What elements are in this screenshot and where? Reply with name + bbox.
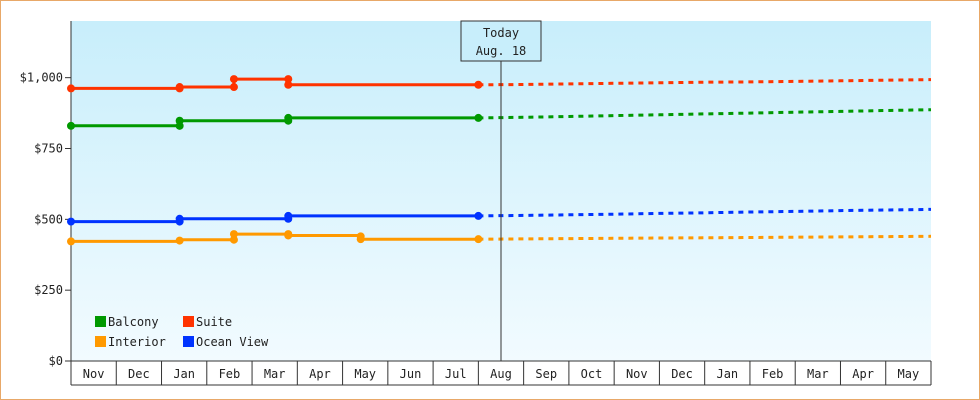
x-tick-label: Nov — [83, 367, 105, 381]
legend: Balcony Suite Interior Ocean View — [95, 315, 269, 349]
data-point-ocean-view — [67, 217, 75, 226]
x-tick-label: Apr — [309, 367, 331, 381]
y-tick-label: $1,000 — [20, 71, 63, 85]
data-point-suite — [67, 84, 75, 93]
data-point-suite — [229, 83, 238, 92]
x-tick-label: Jul — [445, 367, 467, 381]
today-box — [460, 20, 542, 62]
x-tick-label: Apr — [852, 367, 874, 381]
y-axis: $0 $250 $500 $750 $1,000 — [20, 21, 72, 368]
legend-swatch-ocean-view — [183, 336, 194, 347]
legend-swatch-interior — [95, 336, 106, 347]
x-tick-label: Aug — [490, 367, 512, 381]
y-tick-label: $250 — [34, 283, 63, 297]
data-point-balcony — [175, 116, 184, 125]
today-marker: Today Aug. 18 — [460, 20, 542, 361]
y-tick-label: $500 — [34, 212, 63, 226]
x-tick-label: Sep — [535, 367, 557, 381]
x-tick-label: May — [898, 367, 920, 381]
x-tick-label: Feb — [762, 367, 784, 381]
x-axis: Nov Dec Jan Feb Mar Apr May Jun Jul Aug Sep Oct Nov D… — [70, 360, 932, 386]
legend-swatch-balcony — [95, 316, 106, 327]
x-tick-label: Feb — [219, 367, 241, 381]
legend-label-suite: Suite — [196, 315, 232, 329]
x-tick-label: Jan — [173, 367, 195, 381]
x-tick-label: Dec — [128, 367, 150, 381]
data-point-interior — [474, 235, 483, 244]
x-tick-label: Jun — [400, 367, 422, 381]
y-tick-label: $0 — [49, 354, 63, 368]
data-point-interior — [284, 231, 293, 240]
data-point-ocean-view — [175, 214, 184, 223]
data-point-balcony — [67, 121, 75, 130]
legend-label-ocean-view: Ocean View — [196, 335, 269, 349]
series-layer — [67, 75, 932, 246]
legend-label-balcony: Balcony — [108, 315, 159, 329]
data-point-suite — [474, 80, 483, 89]
x-tick-label: Mar — [264, 367, 286, 381]
data-point-balcony — [474, 113, 483, 122]
legend-swatch-suite — [183, 316, 194, 327]
data-point-interior — [229, 235, 238, 244]
data-point-suite — [284, 80, 293, 89]
data-point-suite — [284, 75, 293, 84]
data-point-ocean-view — [474, 211, 483, 220]
x-tick-label: Dec — [671, 367, 693, 381]
x-tick-label: Nov — [626, 367, 648, 381]
legend-label-interior: Interior — [108, 335, 166, 349]
data-point-interior — [67, 237, 75, 246]
x-tick-label: May — [354, 367, 376, 381]
today-label: Today — [483, 26, 519, 40]
data-point-suite — [175, 83, 184, 92]
data-point-interior — [175, 236, 184, 245]
y-tick-label: $750 — [34, 142, 63, 156]
today-date: Aug. 18 — [476, 44, 527, 58]
data-point-suite — [229, 75, 238, 84]
data-point-ocean-view — [284, 211, 293, 220]
x-tick-label: Jan — [716, 367, 738, 381]
series-line-balcony — [71, 116, 479, 128]
data-point-balcony — [284, 113, 293, 122]
x-tick-label: Oct — [581, 367, 603, 381]
data-point-interior — [356, 235, 365, 244]
x-tick-label: Mar — [807, 367, 829, 381]
series-line-ocean-view — [71, 214, 479, 224]
data-point-interior — [229, 230, 238, 239]
